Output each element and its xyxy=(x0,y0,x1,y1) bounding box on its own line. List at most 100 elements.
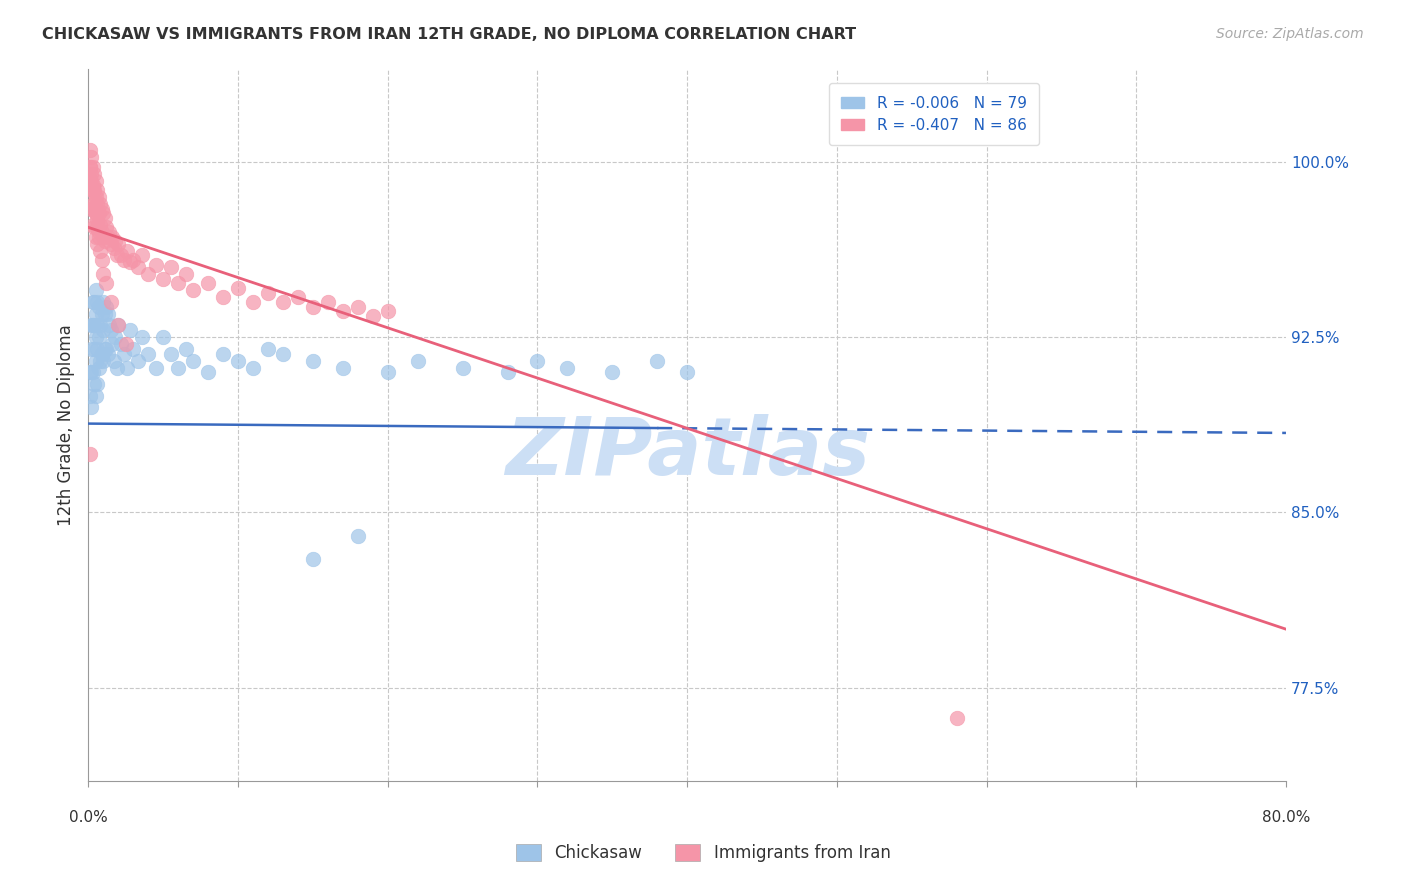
Point xyxy=(98,225,121,239)
Point xyxy=(94,342,117,356)
Point xyxy=(347,529,370,543)
Point xyxy=(152,272,174,286)
Point xyxy=(332,360,354,375)
Point xyxy=(96,300,118,314)
Point xyxy=(945,711,967,725)
Point xyxy=(87,206,110,220)
Point xyxy=(83,220,105,235)
Point xyxy=(120,323,142,337)
Point xyxy=(451,360,474,375)
Point xyxy=(212,346,235,360)
Point xyxy=(100,323,122,337)
Point xyxy=(110,337,132,351)
Point xyxy=(82,197,104,211)
Point xyxy=(80,167,103,181)
Point xyxy=(105,360,128,375)
Point xyxy=(122,342,145,356)
Point xyxy=(89,244,111,258)
Point xyxy=(96,277,118,291)
Point xyxy=(84,284,107,298)
Point xyxy=(127,353,149,368)
Point xyxy=(89,318,111,333)
Point xyxy=(131,330,153,344)
Point xyxy=(79,447,101,461)
Point xyxy=(167,360,190,375)
Point xyxy=(174,267,197,281)
Point xyxy=(93,267,115,281)
Point xyxy=(87,190,110,204)
Point xyxy=(97,346,120,360)
Point xyxy=(122,253,145,268)
Point xyxy=(86,197,108,211)
Point xyxy=(645,353,668,368)
Point xyxy=(257,342,280,356)
Point xyxy=(83,342,105,356)
Point xyxy=(93,229,115,244)
Point xyxy=(107,236,129,251)
Point xyxy=(79,160,101,174)
Point xyxy=(86,183,108,197)
Point xyxy=(174,342,197,356)
Point xyxy=(105,248,128,262)
Point xyxy=(90,225,112,239)
Point xyxy=(79,143,101,157)
Point xyxy=(104,235,127,249)
Point xyxy=(90,253,112,268)
Point xyxy=(90,307,112,321)
Point xyxy=(602,365,624,379)
Point xyxy=(136,346,159,360)
Point xyxy=(226,281,249,295)
Point xyxy=(84,206,107,220)
Point xyxy=(96,342,118,356)
Point xyxy=(93,323,115,337)
Point xyxy=(86,318,108,333)
Point xyxy=(112,253,135,268)
Point xyxy=(83,295,105,310)
Point xyxy=(82,160,104,174)
Point xyxy=(107,318,129,333)
Point xyxy=(103,241,125,255)
Point xyxy=(101,337,124,351)
Point xyxy=(131,248,153,262)
Point xyxy=(86,213,108,227)
Point xyxy=(94,211,117,225)
Point xyxy=(84,206,107,220)
Point xyxy=(316,295,339,310)
Point xyxy=(84,229,107,244)
Point xyxy=(84,307,107,321)
Point xyxy=(152,330,174,344)
Point xyxy=(104,330,127,344)
Point xyxy=(80,401,103,415)
Point xyxy=(406,353,429,368)
Point xyxy=(80,150,103,164)
Point xyxy=(79,160,101,174)
Legend: Chickasaw, Immigrants from Iran: Chickasaw, Immigrants from Iran xyxy=(508,836,898,871)
Point xyxy=(127,260,149,274)
Point xyxy=(80,342,103,356)
Text: 0.0%: 0.0% xyxy=(69,810,108,824)
Point xyxy=(120,255,142,269)
Point xyxy=(96,220,118,235)
Point xyxy=(287,290,309,304)
Point xyxy=(87,360,110,375)
Point xyxy=(79,388,101,402)
Point xyxy=(86,220,108,235)
Point xyxy=(90,202,112,216)
Point xyxy=(89,218,111,232)
Point xyxy=(496,365,519,379)
Point xyxy=(80,174,103,188)
Point xyxy=(197,277,219,291)
Point xyxy=(377,304,399,318)
Point xyxy=(145,360,167,375)
Point xyxy=(526,353,548,368)
Point xyxy=(80,183,103,197)
Point xyxy=(302,552,325,566)
Point xyxy=(89,197,111,211)
Point xyxy=(100,295,122,310)
Point xyxy=(103,353,125,368)
Text: 80.0%: 80.0% xyxy=(1261,810,1310,824)
Point xyxy=(87,229,110,244)
Point xyxy=(83,197,105,211)
Point xyxy=(84,353,107,368)
Point xyxy=(80,365,103,379)
